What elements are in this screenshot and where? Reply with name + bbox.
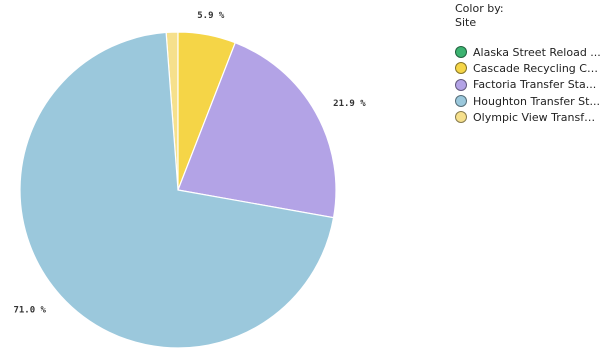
legend-label: Houghton Transfer St...	[473, 94, 600, 108]
legend-label: Cascade Recycling Ce...	[473, 61, 601, 75]
legend-item-houghton-transfer[interactable]: Houghton Transfer St...	[455, 93, 613, 109]
legend: Color by: Site Alaska Street Reload ... …	[455, 2, 613, 125]
pie-slices	[19, 31, 337, 349]
pie-slice-factoria-transfer-sta[interactable]	[177, 41, 337, 219]
legend-item-factoria-transfer[interactable]: Factoria Transfer Sta...	[455, 77, 613, 93]
pie-slice-houghton-transfer-st[interactable]	[19, 31, 335, 349]
legend-swatch	[455, 46, 467, 59]
pie-chart: 5.9 % 21.9 % 71.0 %	[13, 11, 366, 349]
legend-title: Color by:	[455, 2, 504, 15]
pie-slice-labels: 5.9 % 21.9 % 71.0 %	[13, 11, 366, 315]
legend-item-cascade-recycling[interactable]: Cascade Recycling Ce...	[455, 60, 613, 76]
legend-item-alaska-street[interactable]: Alaska Street Reload ...	[455, 44, 613, 60]
legend-label: Alaska Street Reload ...	[473, 45, 601, 59]
legend-item-olympic-view[interactable]: Olympic View Transfe...	[455, 109, 613, 125]
legend-swatch	[455, 111, 467, 124]
slice-label: 5.9 %	[197, 11, 225, 21]
legend-label: Olympic View Transfe...	[473, 110, 601, 124]
legend-subtitle[interactable]: Site	[455, 16, 477, 29]
legend-swatch	[455, 62, 467, 75]
slice-label: 21.9 %	[333, 99, 366, 109]
legend-header: Color by: Site	[455, 2, 613, 30]
legend-label: Factoria Transfer Sta...	[473, 78, 597, 92]
legend-swatch	[455, 95, 467, 108]
slice-label: 71.0 %	[13, 305, 46, 315]
legend-swatch	[455, 78, 467, 91]
legend-items: Alaska Street Reload ... Cascade Recycli…	[455, 44, 613, 125]
